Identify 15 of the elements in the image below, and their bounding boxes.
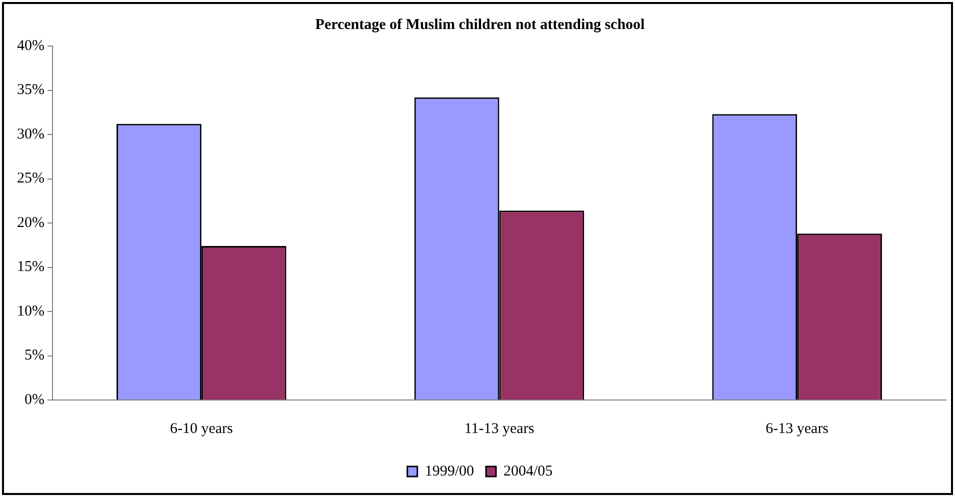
chart-title: Percentage of Muslim children not attending school	[315, 16, 645, 33]
legend-label: 1999/00	[424, 463, 474, 480]
y-tick-label: 25%	[16, 170, 44, 187]
legend-label: 2004/05	[504, 463, 553, 480]
y-tick-label: 5%	[24, 348, 44, 364]
y-tick-label: 15%	[16, 259, 44, 276]
y-tick-label: 10%	[16, 303, 44, 320]
x-tick-label: 11-13 years	[464, 420, 534, 437]
y-tick-label: 30%	[16, 126, 44, 142]
y-tick-label: 35%	[16, 82, 44, 98]
x-tick-label: 6-10 years	[170, 420, 234, 437]
y-tick-label: 20%	[16, 214, 44, 231]
y-tick-label: 40%	[16, 38, 44, 54]
x-tick-label: 6-13 years	[766, 420, 829, 437]
y-tick-label: 0%	[24, 392, 44, 408]
